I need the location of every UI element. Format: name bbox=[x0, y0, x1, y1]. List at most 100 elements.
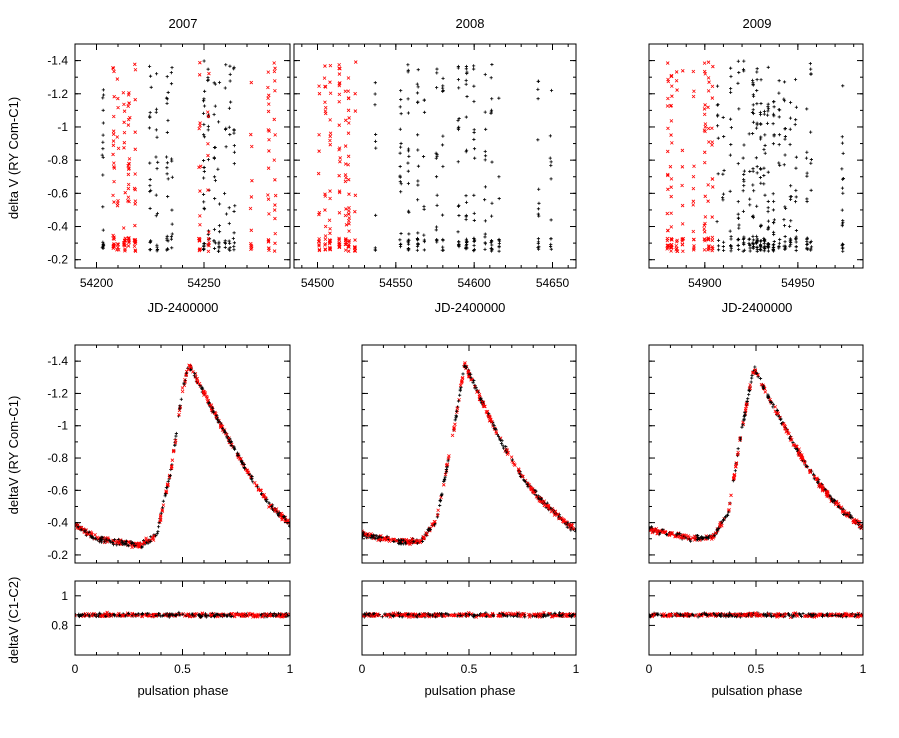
point bbox=[217, 242, 221, 246]
point bbox=[232, 614, 237, 619]
y-tick-label: -0.6 bbox=[47, 186, 68, 200]
point bbox=[523, 615, 527, 619]
point bbox=[177, 613, 182, 617]
point bbox=[481, 402, 486, 407]
point bbox=[743, 414, 747, 418]
point bbox=[323, 64, 327, 68]
panel-title-2007: 2007 bbox=[169, 16, 198, 31]
point bbox=[441, 239, 445, 243]
point bbox=[767, 242, 771, 246]
point bbox=[213, 104, 217, 108]
point bbox=[161, 503, 166, 507]
point bbox=[518, 474, 523, 479]
point bbox=[195, 379, 200, 384]
point bbox=[489, 76, 493, 80]
point bbox=[472, 236, 476, 241]
point bbox=[242, 463, 246, 467]
point bbox=[76, 523, 80, 527]
point bbox=[117, 614, 122, 618]
point bbox=[748, 383, 752, 387]
point bbox=[435, 193, 439, 197]
point bbox=[759, 223, 763, 227]
point bbox=[154, 193, 158, 197]
point bbox=[232, 67, 236, 71]
point bbox=[249, 144, 254, 149]
point bbox=[472, 218, 476, 223]
point bbox=[497, 96, 501, 100]
point bbox=[758, 239, 763, 243]
point bbox=[805, 242, 810, 246]
point bbox=[115, 77, 120, 81]
point bbox=[553, 611, 557, 615]
point bbox=[427, 528, 431, 533]
point bbox=[403, 540, 408, 544]
point bbox=[759, 78, 763, 82]
point bbox=[520, 474, 525, 479]
point bbox=[456, 118, 460, 123]
x-tick-label: 54900 bbox=[688, 276, 722, 290]
point bbox=[170, 65, 174, 70]
point bbox=[667, 533, 672, 537]
point bbox=[794, 166, 798, 170]
point bbox=[531, 488, 535, 493]
point bbox=[225, 434, 229, 438]
point bbox=[259, 613, 263, 617]
point bbox=[414, 538, 419, 543]
point bbox=[277, 511, 281, 515]
point bbox=[489, 108, 494, 112]
point bbox=[343, 162, 348, 166]
plot-frame bbox=[74, 580, 291, 656]
point bbox=[323, 247, 327, 251]
point bbox=[719, 612, 724, 616]
point bbox=[250, 178, 254, 183]
point bbox=[158, 517, 163, 522]
point bbox=[805, 150, 809, 154]
point bbox=[165, 161, 170, 165]
point bbox=[464, 82, 468, 86]
point bbox=[736, 81, 740, 85]
x-tick-label: 54600 bbox=[457, 276, 491, 290]
point bbox=[472, 193, 476, 197]
point bbox=[669, 73, 674, 78]
point bbox=[206, 124, 210, 128]
point bbox=[687, 614, 691, 618]
point bbox=[732, 473, 737, 477]
point bbox=[398, 180, 402, 184]
point bbox=[755, 70, 759, 74]
point bbox=[856, 612, 861, 616]
point bbox=[497, 241, 501, 245]
point bbox=[763, 151, 767, 155]
point bbox=[556, 512, 561, 516]
point bbox=[669, 119, 674, 123]
point bbox=[392, 539, 396, 544]
point bbox=[553, 613, 558, 618]
point bbox=[408, 539, 413, 544]
point bbox=[478, 613, 482, 617]
xlabel-2009: JD-2400000 bbox=[722, 300, 793, 315]
point bbox=[799, 614, 804, 619]
point bbox=[680, 203, 685, 208]
point bbox=[833, 613, 837, 618]
point bbox=[783, 137, 787, 141]
point bbox=[791, 611, 796, 616]
point bbox=[758, 166, 763, 171]
point bbox=[850, 614, 854, 618]
point bbox=[668, 164, 673, 169]
point bbox=[766, 210, 770, 214]
point bbox=[721, 244, 725, 249]
point bbox=[841, 613, 846, 618]
point bbox=[212, 239, 216, 243]
point bbox=[120, 539, 124, 543]
point bbox=[755, 371, 759, 376]
point bbox=[222, 613, 226, 617]
point bbox=[706, 237, 711, 242]
point bbox=[216, 120, 221, 124]
point bbox=[449, 613, 454, 618]
point bbox=[173, 440, 178, 445]
point bbox=[91, 535, 95, 540]
point bbox=[232, 150, 236, 154]
point bbox=[353, 209, 357, 214]
point bbox=[655, 612, 660, 617]
point bbox=[779, 422, 784, 426]
point bbox=[126, 117, 131, 122]
